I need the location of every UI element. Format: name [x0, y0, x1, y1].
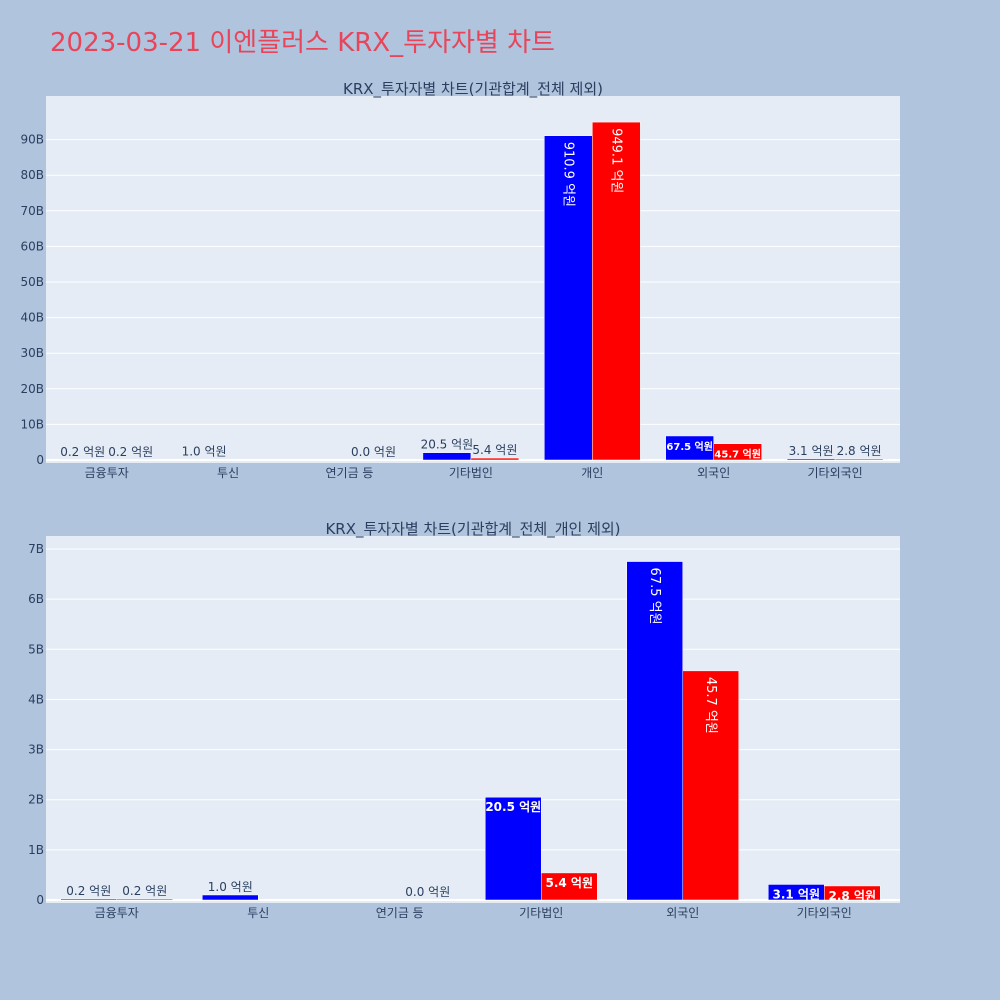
data-label: 0.2 억원	[60, 445, 105, 459]
x-tick-label: 외국인	[697, 466, 730, 480]
chart-title: KRX_투자자별 차트(기관합계_전체_개인 제외)	[325, 520, 620, 539]
bar-buy	[422, 452, 472, 461]
data-label: 0.2 억원	[66, 884, 111, 898]
data-label: 1.0 억원	[208, 880, 253, 894]
x-tick-label: 기타법인	[449, 466, 493, 480]
bar-buy	[202, 894, 259, 901]
data-label: 5.4 억원	[472, 443, 517, 457]
data-label: 1.0 억원	[182, 445, 227, 459]
data-label: 949.1 억원	[608, 128, 623, 193]
data-label: 0.0 억원	[351, 445, 396, 459]
y-tick-label: 20B	[20, 382, 44, 396]
data-label: 67.5 억원	[647, 568, 662, 625]
x-tick-label: 외국인	[666, 906, 699, 920]
data-label: 0.2 억원	[108, 445, 153, 459]
data-label: 20.5 억원	[421, 438, 474, 452]
y-tick-label: 90B	[20, 133, 44, 147]
data-label: 910.9 억원	[560, 142, 575, 207]
y-tick-label: 50B	[20, 275, 44, 289]
y-tick-label: 5B	[28, 642, 44, 656]
y-tick-label: 40B	[20, 311, 44, 325]
plot-area	[46, 536, 900, 903]
bar-sell	[682, 670, 739, 901]
x-tick-label: 기타외국인	[797, 906, 852, 920]
chart-title: KRX_투자자별 차트(기관합계_전체 제외)	[343, 80, 603, 99]
data-label: 2.8 억원	[828, 889, 876, 903]
y-tick-label: 6B	[28, 592, 44, 606]
bar-sell	[541, 872, 598, 901]
bar-buy	[544, 135, 593, 461]
bar-buy	[786, 458, 836, 461]
bar-sell	[834, 458, 884, 461]
y-tick-label: 1B	[28, 843, 44, 857]
x-tick-label: 투신	[217, 466, 239, 480]
x-tick-label: 투신	[247, 906, 269, 920]
x-tick-label: 기타외국인	[807, 466, 862, 480]
x-tick-label: 금융투자	[85, 466, 129, 480]
y-tick-label: 7B	[28, 542, 44, 556]
y-tick-label: 3B	[28, 743, 44, 757]
bar-sell	[116, 898, 173, 901]
x-tick-label: 금융투자	[95, 906, 139, 920]
y-tick-label: 60B	[20, 239, 44, 253]
bar-sell	[713, 443, 762, 461]
bar-buy	[485, 796, 542, 901]
plot-area	[46, 96, 900, 463]
data-label: 20.5 억원	[485, 800, 541, 814]
bar-buy	[665, 435, 714, 461]
page-title: 2023-03-21 이엔플러스 KRX_투자자별 차트	[50, 28, 555, 58]
chart-panel-1: 0 10B 20B 30B 40B 50B 60B 70B 80B 90B KRX_투자자별 차트(…	[20, 80, 900, 480]
bar-buy	[60, 898, 117, 901]
x-tick-label: 개인	[581, 466, 603, 480]
y-tick-label: 0	[36, 453, 44, 467]
data-label: 3.1 억원	[789, 444, 834, 458]
data-label: 45.7 억원	[714, 448, 761, 461]
x-tick-label: 기타법인	[519, 906, 563, 920]
x-tick-label: 연기금 등	[326, 466, 374, 480]
bar-buy	[626, 561, 683, 901]
bar-sell	[470, 457, 520, 461]
data-label: 3.1 억원	[772, 887, 820, 901]
data-label: 45.7 억원	[703, 677, 718, 734]
y-tick-label: 4B	[28, 692, 44, 706]
y-tick-label: 0	[36, 893, 44, 907]
y-tick-label: 2B	[28, 793, 44, 807]
y-tick-label: 10B	[20, 417, 44, 431]
data-label: 0.2 억원	[122, 884, 167, 898]
data-label: 67.5 억원	[666, 440, 713, 453]
x-tick-label: 연기금 등	[376, 906, 424, 920]
data-label: 5.4 억원	[545, 876, 593, 890]
data-label: 2.8 억원	[837, 444, 882, 458]
bar-sell	[824, 885, 881, 901]
chart-panel-2: 0 1B 2B 3B 4B 5B 6B 7B KRX_투자자별 차트(기관합계_전체_개인 제외…	[28, 520, 900, 920]
bar-sell	[592, 121, 641, 461]
y-tick-label: 30B	[20, 346, 44, 360]
y-tick-label: 70B	[20, 204, 44, 218]
data-label: 0.0 억원	[405, 885, 450, 899]
y-tick-label: 80B	[20, 168, 44, 182]
